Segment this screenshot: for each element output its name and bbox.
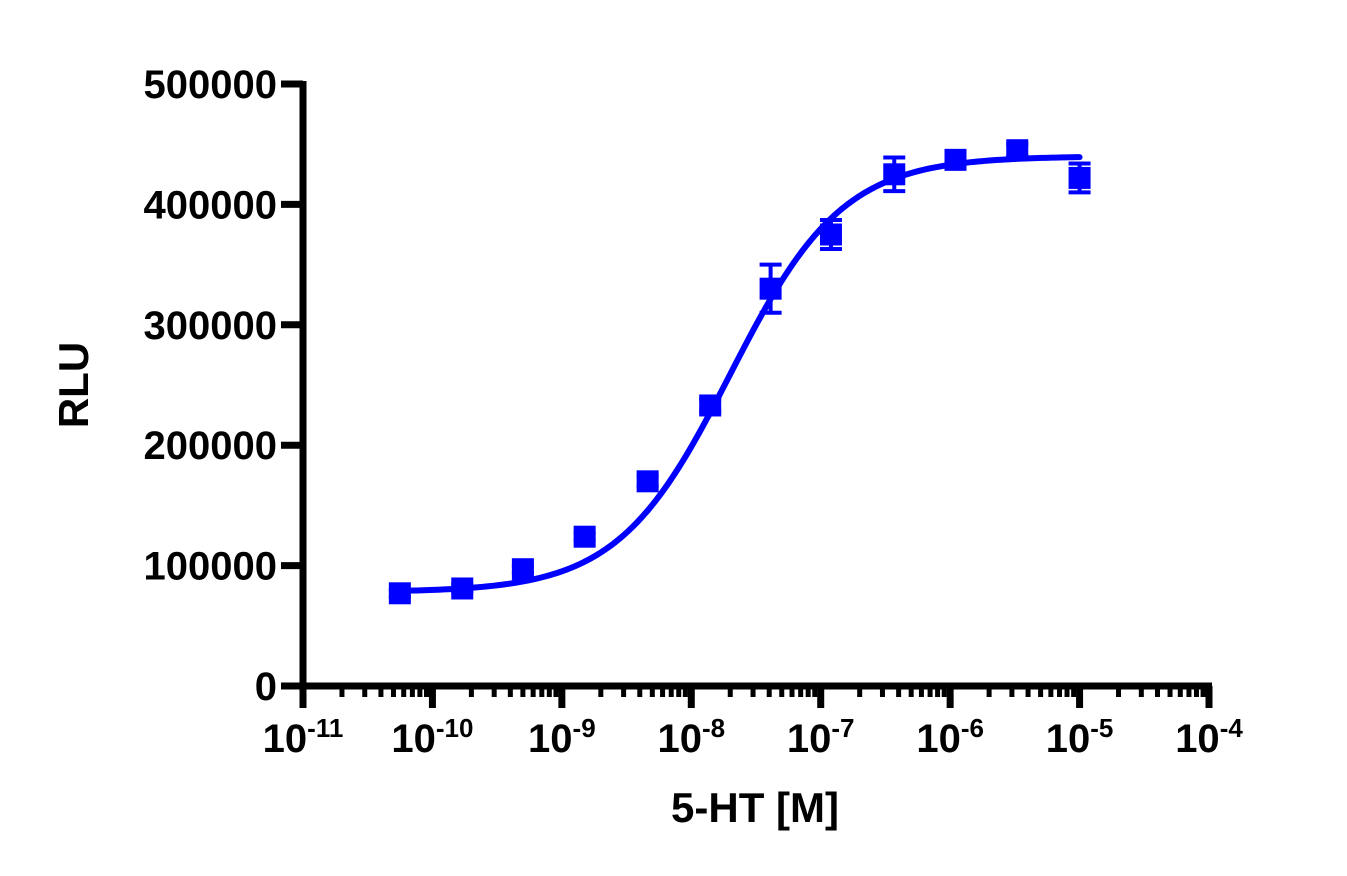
y-tick-label: 500000 — [144, 63, 277, 107]
data-point — [944, 148, 967, 171]
data-point — [1006, 139, 1029, 162]
y-axis: 0 100000 200000 300000 400000 500000 — [144, 63, 307, 709]
data-point-marker — [388, 582, 411, 605]
x-tick-label: 10-7 — [787, 713, 855, 761]
data-point-marker — [819, 223, 842, 246]
data-point — [759, 262, 782, 315]
data-point — [573, 525, 596, 548]
x-tick-label: 10-5 — [1046, 713, 1114, 761]
data-points — [388, 139, 1091, 605]
y-ticks: 0 100000 200000 300000 400000 500000 — [144, 63, 303, 709]
data-point-marker — [759, 277, 782, 300]
x-axis-label: 5-HT [M] — [671, 784, 839, 831]
data-point-marker — [699, 394, 722, 417]
data-point-marker — [944, 148, 967, 171]
x-tick-label: 10-6 — [916, 713, 984, 761]
x-tick-label: 10-9 — [528, 713, 596, 761]
data-point — [819, 218, 842, 251]
x-tick-label: 10-11 — [263, 713, 344, 761]
y-tick-label: 300000 — [144, 304, 277, 348]
y-tick-label: 100000 — [144, 545, 277, 589]
y-axis-label: RLU — [50, 342, 97, 428]
data-point — [699, 394, 722, 417]
x-axis: 10-11 10-10 10-9 10-8 10-7 10-6 10-5 10-4 — [263, 682, 1243, 761]
data-point-marker — [1006, 139, 1029, 162]
data-point-marker — [511, 558, 534, 581]
data-point — [636, 470, 659, 493]
x-tick-label: 10-8 — [657, 713, 725, 761]
fit-curve — [396, 154, 1083, 594]
data-point — [511, 558, 534, 581]
data-point — [388, 582, 411, 605]
x-tick-label: 10-4 — [1175, 713, 1243, 761]
y-tick-label: 200000 — [144, 424, 277, 468]
data-point — [883, 155, 906, 194]
y-tick-label: 0 — [255, 665, 277, 709]
y-tick-label: 400000 — [144, 183, 277, 227]
data-point-marker — [573, 525, 596, 548]
data-point-marker — [451, 577, 474, 600]
data-point — [1068, 161, 1091, 195]
data-point-marker — [636, 470, 659, 493]
plot-area — [388, 139, 1091, 605]
data-point-marker — [883, 163, 906, 186]
data-point — [451, 577, 474, 600]
data-point-marker — [1068, 166, 1091, 189]
x-ticks: 10-11 10-10 10-9 10-8 10-7 10-6 10-5 10-4 — [263, 686, 1243, 761]
x-tick-label: 10-10 — [391, 713, 473, 761]
